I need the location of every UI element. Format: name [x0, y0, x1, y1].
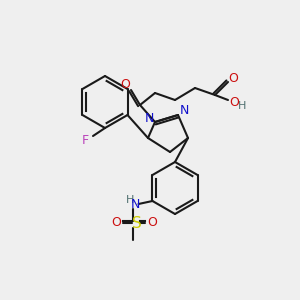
Text: O: O	[229, 97, 239, 110]
Text: N: N	[179, 104, 189, 118]
Text: N: N	[144, 112, 154, 124]
Text: O: O	[112, 215, 122, 229]
Text: O: O	[148, 215, 158, 229]
Text: H: H	[126, 195, 135, 205]
Text: N: N	[131, 197, 140, 211]
Text: S: S	[132, 215, 141, 230]
Text: O: O	[228, 71, 238, 85]
Text: H: H	[238, 101, 246, 111]
Text: O: O	[120, 77, 130, 91]
Text: F: F	[81, 134, 88, 146]
